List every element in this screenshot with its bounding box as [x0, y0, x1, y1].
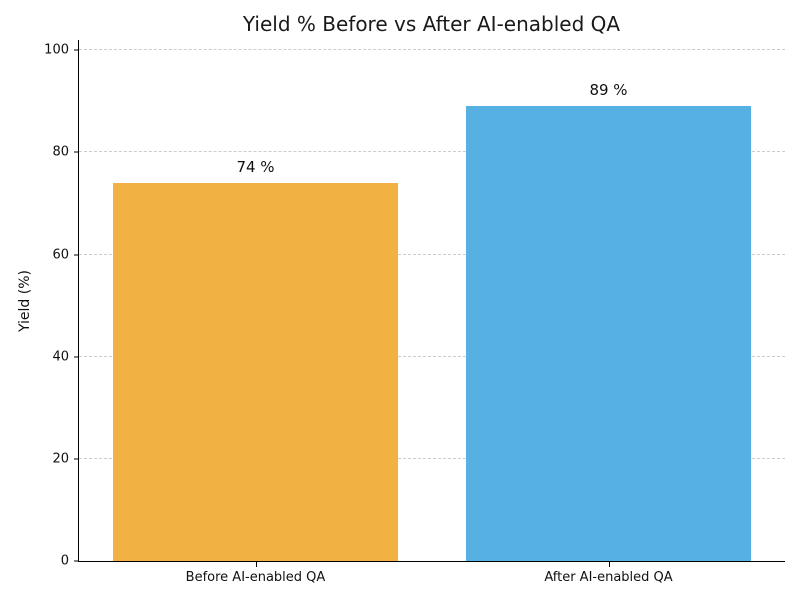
y-axis-label: Yield (%)	[17, 269, 33, 333]
bar-before	[112, 183, 399, 561]
bars-layer: 74 % Before AI-enabled QA 89 % After AI-ena…	[79, 40, 785, 585]
chart-title: Yield % Before vs After AI-enabled QA	[242, 12, 621, 36]
y-tick-label: 0	[60, 553, 69, 569]
x-tick-mark	[255, 562, 257, 567]
plot-area: 0 20 40 60 80 100 74 % Before AI-enabled QA 89 …	[44, 40, 785, 585]
y-tick-mark	[74, 254, 79, 256]
x-tick-label: After AI-enabled QA	[544, 570, 673, 585]
gridline	[79, 253, 785, 255]
x-tick-label: Before AI-enabled QA	[185, 570, 326, 585]
gridline	[79, 457, 785, 459]
y-tick-mark	[74, 458, 79, 460]
y-tick-mark	[74, 560, 79, 562]
bar-slot: 74 % Before AI-enabled QA	[79, 40, 432, 585]
bar-value-label: 89 %	[589, 81, 628, 100]
y-tick-mark	[74, 151, 79, 153]
y-tick-mark	[74, 356, 79, 358]
y-tick-label: 40	[52, 349, 69, 365]
bar-value-label: 74 %	[236, 158, 275, 177]
y-tick-label: 100	[44, 42, 69, 58]
y-tick-label: 20	[52, 451, 69, 467]
bar-slot: 89 % After AI-enabled QA	[432, 40, 785, 585]
y-tick-label: 80	[52, 144, 69, 160]
bar-after	[465, 106, 752, 561]
gridline	[79, 49, 785, 51]
y-tick-mark	[74, 49, 79, 51]
y-tick-label: 60	[52, 247, 69, 263]
gridline	[79, 151, 785, 153]
gridline	[79, 355, 785, 357]
x-tick-mark	[608, 562, 610, 567]
